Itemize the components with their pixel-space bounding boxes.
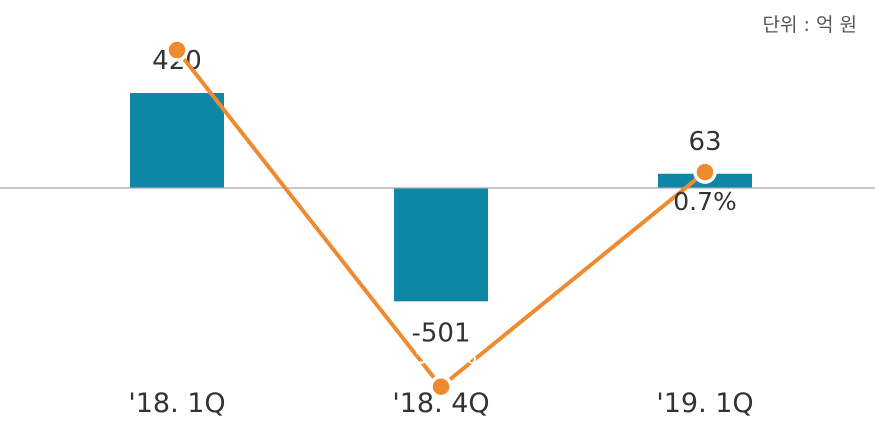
- category-labels: '18. 1Q '18. 4Q '19. 1Q: [128, 388, 753, 419]
- line-value-label: 0.7%: [673, 187, 737, 216]
- category-label: '18. 1Q: [128, 388, 225, 419]
- line-point-2: [693, 160, 717, 184]
- bar-value-label: 63: [688, 127, 721, 157]
- line-value-label: 4.0%: [145, 4, 209, 33]
- line-value-label: -5.1%: [405, 341, 478, 370]
- bar-0: [130, 93, 224, 188]
- category-label: '18. 4Q: [392, 388, 489, 419]
- bar-group: [130, 93, 752, 302]
- line-value-labels: 4.0% -5.1% 0.7%: [145, 4, 737, 370]
- line-point-0: [165, 38, 189, 62]
- unit-label: 단위 : 억 원: [762, 14, 857, 36]
- category-label: '19. 1Q: [656, 388, 753, 419]
- bar-value-label: -501: [411, 318, 470, 348]
- line-series: [165, 38, 717, 399]
- bar-1: [394, 188, 488, 302]
- line-point-1: [429, 374, 453, 399]
